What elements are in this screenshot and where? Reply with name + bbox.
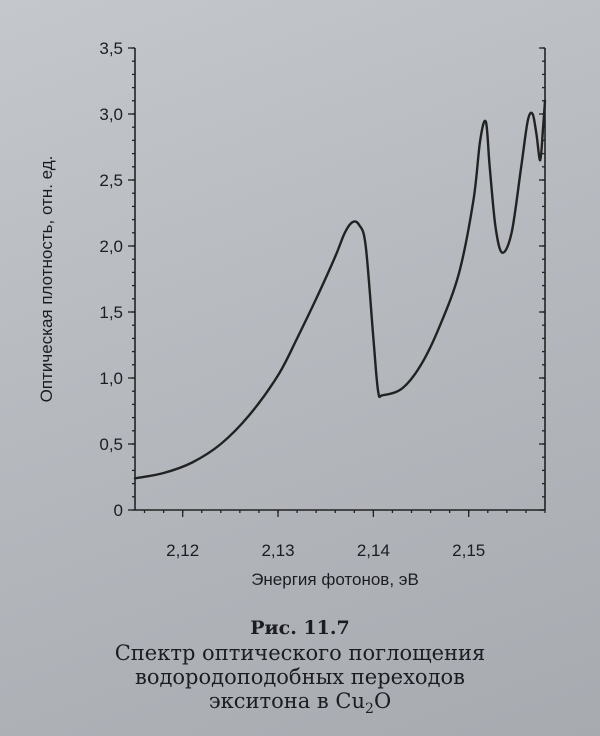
- y-tick-label: 3,5: [99, 39, 123, 58]
- y-tick-label: 1,0: [99, 369, 123, 388]
- x-tick-label: 2,13: [261, 541, 294, 560]
- figure-caption: Рис. 11.7 Спектр оптического поглощения …: [20, 615, 580, 721]
- x-tick-label: 2,14: [357, 541, 390, 560]
- caption-line-3-suffix: O: [373, 689, 392, 713]
- y-axis-title: Оптическая плотность, отн. ед.: [37, 156, 56, 403]
- caption-line-1: Спектр оптического поглощения: [114, 641, 486, 665]
- y-tick-label: 2,5: [99, 171, 123, 190]
- y-tick-label: 2,0: [99, 237, 123, 256]
- caption-line-2: водородоподобных переходов: [135, 665, 465, 689]
- absorption-spectrum-chart: 00,51,01,52,02,53,03,5 2,12 2,13 2,14 2,15 …: [37, 39, 547, 589]
- y-tick-label: 1,5: [99, 303, 123, 322]
- y-tick-label: 0,5: [99, 435, 123, 454]
- figure-number: Рис. 11.7: [250, 617, 350, 639]
- x-axis-title: Энергия фотонов, эВ: [251, 570, 419, 589]
- caption-line-3: экситона в Cu2O: [20, 689, 580, 721]
- y-tick-label: 3,0: [99, 105, 123, 124]
- caption-line-3-text: экситона в Cu: [208, 689, 366, 713]
- x-tick-label: 2,15: [452, 541, 485, 560]
- spectrum-curve: [133, 99, 547, 480]
- x-tick-label: 2,12: [166, 541, 199, 560]
- y-tick-label: 0: [114, 501, 123, 520]
- caption-subscript: 2: [365, 701, 374, 718]
